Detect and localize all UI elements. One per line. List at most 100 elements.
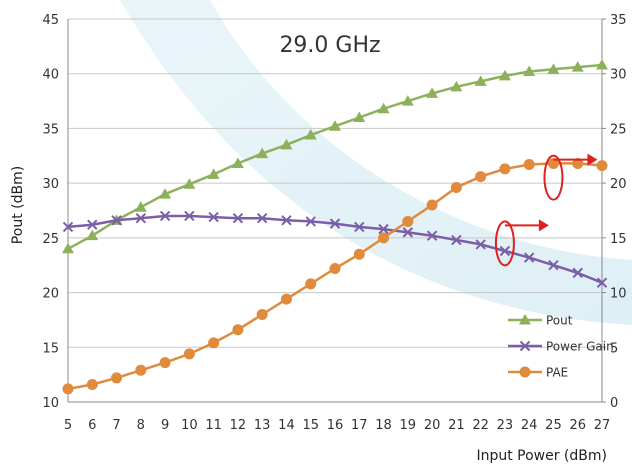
data-point-power-gain bbox=[451, 234, 462, 246]
data-point-pae bbox=[183, 348, 195, 360]
data-point-pout bbox=[231, 157, 244, 168]
x-tick-label: 5 bbox=[64, 418, 72, 433]
x-tick-label: 21 bbox=[448, 418, 465, 433]
series-pout bbox=[62, 58, 608, 254]
annotation-ellipse bbox=[543, 154, 564, 201]
axes: 10 15 20 25 30 35 40 45 0 5 10 15 20 25 30 35 5 6 7 8 9 10 11 1… bbox=[42, 13, 626, 433]
data-point-pout bbox=[86, 229, 99, 241]
data-point-pout bbox=[304, 128, 317, 140]
annotation-ellipse bbox=[494, 220, 515, 267]
x-axis-label: Input Power (dBm) bbox=[476, 448, 607, 464]
y-axis-label: Pout (dBm) bbox=[10, 166, 26, 244]
data-point-power-gain bbox=[111, 215, 122, 226]
x-tick-label: 27 bbox=[594, 418, 611, 433]
y2-tick-label: 25 bbox=[610, 122, 627, 137]
data-point-pae bbox=[378, 232, 390, 244]
legend-item-pae: PAE bbox=[508, 366, 568, 380]
data-point-pae bbox=[475, 171, 487, 183]
y2-tick-label: 0 bbox=[610, 396, 618, 411]
data-point-pae bbox=[402, 215, 414, 227]
y-tick-label: 10 bbox=[42, 396, 59, 411]
data-point-pae bbox=[499, 163, 511, 175]
y2-tick-label: 20 bbox=[610, 177, 627, 192]
x-tick-label: 25 bbox=[545, 418, 562, 433]
data-point-pae bbox=[62, 383, 74, 395]
y2-tick-label: 30 bbox=[610, 68, 627, 83]
data-point-pae bbox=[426, 199, 438, 211]
data-point-power-gain bbox=[548, 260, 559, 271]
legend-label: Pout bbox=[546, 314, 573, 328]
y2-tick-label: 35 bbox=[610, 13, 627, 28]
data-point-pae bbox=[450, 182, 462, 194]
data-point-pout bbox=[474, 75, 487, 86]
x-tick-label: 12 bbox=[230, 418, 247, 433]
y-tick-label: 40 bbox=[42, 68, 59, 83]
annotations bbox=[494, 153, 598, 267]
data-point-power-gain bbox=[281, 215, 292, 226]
x-tick-label: 26 bbox=[569, 418, 586, 433]
data-point-pout bbox=[134, 201, 147, 212]
chart-title: 29.0 GHz bbox=[279, 33, 380, 58]
data-point-pae bbox=[256, 308, 268, 320]
x-tick-label: 10 bbox=[181, 418, 198, 433]
data-point-power-gain bbox=[499, 245, 511, 257]
y-tick-label: 30 bbox=[42, 177, 59, 192]
data-point-pae bbox=[596, 160, 608, 172]
data-point-power-gain bbox=[256, 212, 268, 224]
x-tick-label: 22 bbox=[472, 418, 489, 433]
x-tick-label: 23 bbox=[497, 418, 514, 433]
data-point-pout bbox=[183, 178, 196, 189]
y-tick-label: 45 bbox=[42, 13, 59, 28]
y-tick-label: 35 bbox=[42, 122, 59, 137]
data-point-pout bbox=[450, 80, 463, 92]
data-point-pae bbox=[572, 157, 584, 169]
x-tick-label: 19 bbox=[400, 418, 417, 433]
background-band bbox=[120, 0, 632, 325]
data-point-power-gain bbox=[305, 216, 316, 227]
data-point-power-gain bbox=[87, 219, 98, 230]
data-point-pout bbox=[498, 69, 511, 81]
data-point-pae bbox=[329, 262, 341, 274]
data-point-power-gain bbox=[523, 252, 535, 263]
data-point-pout bbox=[571, 61, 584, 72]
data-point-pout bbox=[547, 63, 560, 74]
legend-swatch-marker bbox=[519, 314, 531, 325]
data-point-pout bbox=[280, 138, 293, 150]
data-point-pout bbox=[523, 65, 536, 77]
x-tick-label: 15 bbox=[302, 418, 319, 433]
data-point-pae bbox=[111, 372, 123, 384]
data-point-power-gain bbox=[426, 230, 438, 241]
data-point-pout bbox=[426, 87, 439, 98]
data-point-pout bbox=[596, 58, 608, 70]
y-tick-label: 20 bbox=[42, 287, 59, 302]
data-point-power-gain bbox=[184, 210, 195, 222]
y2-tick-label: 10 bbox=[610, 287, 627, 302]
y-tick-label: 15 bbox=[42, 341, 59, 356]
legend: Pout Power Gain PAE bbox=[508, 314, 614, 380]
data-point-power-gain bbox=[475, 239, 486, 250]
annotation-arrow-head bbox=[538, 219, 549, 232]
x-tick-label: 11 bbox=[205, 418, 222, 433]
data-point-pout bbox=[256, 147, 269, 159]
data-point-power-gain bbox=[135, 212, 147, 224]
legend-swatch-marker bbox=[519, 340, 531, 352]
x-tick-label: 17 bbox=[351, 418, 368, 433]
legend-item-pout: Pout bbox=[508, 314, 573, 328]
x-tick-label: 14 bbox=[278, 418, 295, 433]
data-point-pout bbox=[353, 111, 366, 122]
x-tick-label: 7 bbox=[112, 418, 120, 433]
data-point-power-gain bbox=[208, 211, 219, 223]
y2-tick-label: 5 bbox=[610, 341, 618, 356]
data-point-pae bbox=[547, 157, 559, 169]
x-tick-label: 13 bbox=[254, 418, 271, 433]
data-point-pout bbox=[401, 95, 414, 106]
data-point-power-gain bbox=[232, 212, 244, 224]
x-tick-label: 20 bbox=[424, 418, 441, 433]
data-point-pae bbox=[232, 324, 244, 336]
legend-item-power-gain: Power Gain bbox=[508, 340, 614, 354]
data-point-power-gain bbox=[378, 223, 389, 235]
data-point-pae bbox=[208, 337, 220, 349]
data-point-pout bbox=[207, 168, 220, 179]
x-tick-label: 24 bbox=[521, 418, 538, 433]
